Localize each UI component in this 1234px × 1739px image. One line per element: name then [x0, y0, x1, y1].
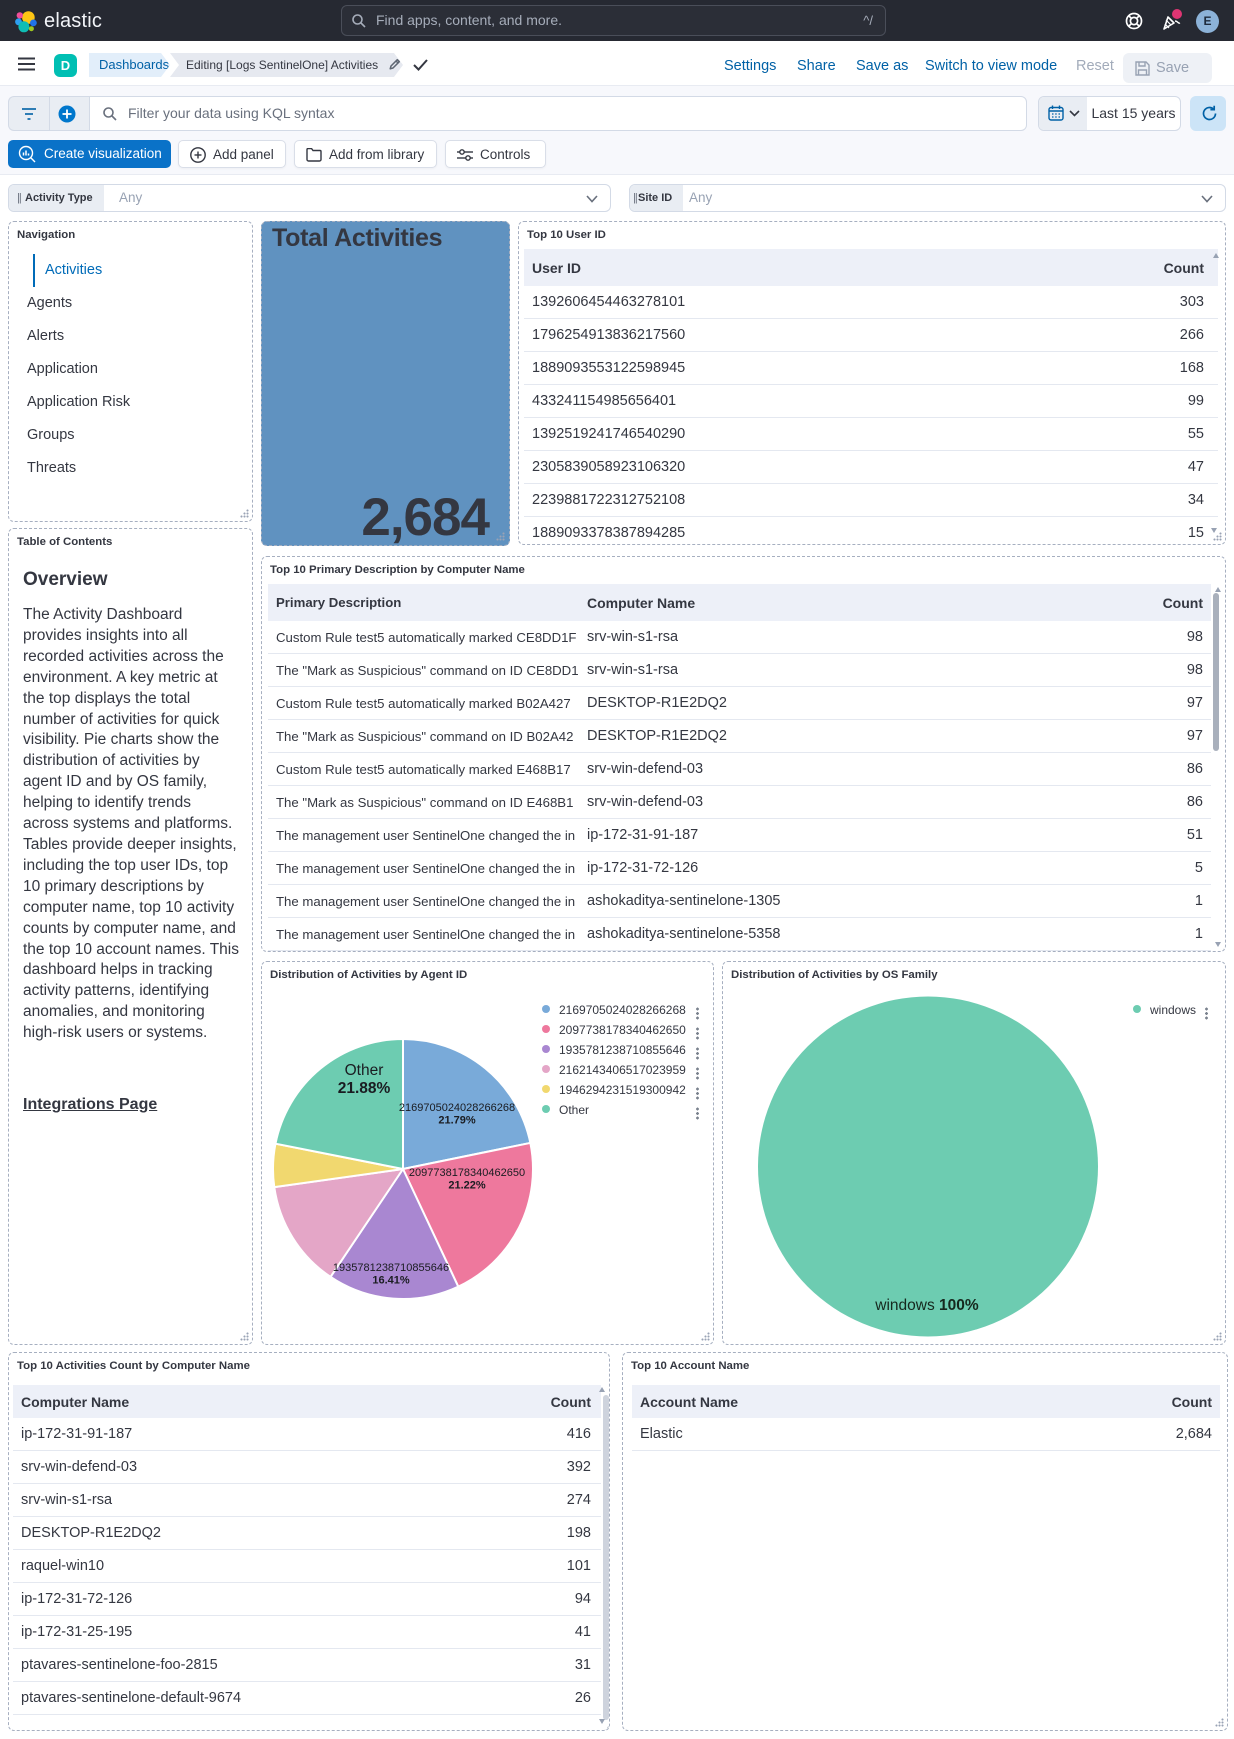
- svg-text:2097738178340462650: 2097738178340462650: [409, 1167, 525, 1179]
- svg-text:2169705024028266268: 2169705024028266268: [399, 1102, 515, 1114]
- svg-text:21.79%: 21.79%: [438, 1115, 476, 1127]
- svg-text:1935781238710855646: 1935781238710855646: [333, 1262, 449, 1274]
- svg-text:21.22%: 21.22%: [448, 1180, 486, 1192]
- svg-text:21.88%: 21.88%: [338, 1080, 391, 1097]
- svg-text:16.41%: 16.41%: [372, 1275, 410, 1287]
- svg-text:Other: Other: [345, 1062, 384, 1079]
- svg-text:windows 100%: windows 100%: [874, 1297, 979, 1314]
